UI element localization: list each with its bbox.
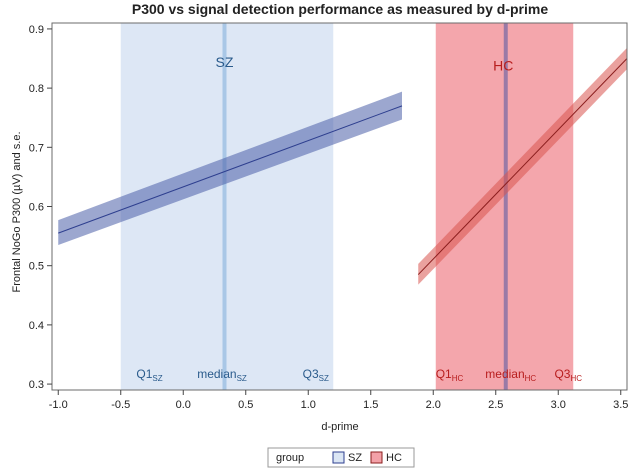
legend-title: group bbox=[276, 452, 304, 464]
y-tick-label: 0.8 bbox=[29, 83, 44, 95]
x-tick-label: 1.5 bbox=[363, 399, 378, 411]
y-tick-label: 0.3 bbox=[29, 379, 44, 391]
y-tick-label: 0.5 bbox=[29, 261, 44, 273]
x-tick-label: 0.0 bbox=[176, 399, 191, 411]
y-tick-label: 0.6 bbox=[29, 202, 44, 214]
confidence-band-sz bbox=[58, 91, 402, 245]
x-tick-label: -0.5 bbox=[111, 399, 130, 411]
y-tick-label: 0.9 bbox=[29, 24, 44, 36]
fit-line-sz bbox=[58, 105, 403, 234]
region-label-sz: SZ bbox=[216, 54, 234, 70]
x-tick-label: 3.5 bbox=[613, 399, 628, 411]
legend-swatch-hc bbox=[370, 451, 383, 464]
y-tick-label: 0.7 bbox=[29, 142, 44, 154]
fit-line-hc bbox=[417, 58, 628, 275]
quantile-label-hc-q3: Q3HC bbox=[554, 367, 582, 383]
x-tick-label: 2.5 bbox=[488, 399, 503, 411]
x-axis-label: d-prime bbox=[321, 421, 358, 433]
x-tick-label: 0.5 bbox=[238, 399, 253, 411]
legend-label-sz: SZ bbox=[348, 452, 362, 464]
quantile-label-sz-q3: Q3SZ bbox=[303, 367, 329, 383]
x-tick-label: 2.0 bbox=[426, 399, 441, 411]
legend-label-hc: HC bbox=[386, 452, 402, 464]
y-axis-label: Frontal NoGo P300 (µV) and s.e. bbox=[11, 131, 23, 292]
quantile-label-hc-q1: Q1HC bbox=[436, 367, 464, 383]
x-tick-label: -1.0 bbox=[49, 399, 68, 411]
legend: group SZ HC bbox=[267, 447, 415, 468]
chart-title: P300 vs signal detection performance as … bbox=[132, 1, 548, 17]
quantile-label-sz-q1: Q1SZ bbox=[136, 367, 162, 383]
y-tick-label: 0.4 bbox=[29, 320, 44, 332]
x-tick-label: 1.0 bbox=[301, 399, 316, 411]
x-tick-label: 3.0 bbox=[551, 399, 566, 411]
region-label-hc: HC bbox=[493, 57, 513, 73]
quantile-label-hc-median: medianHC bbox=[485, 367, 536, 383]
legend-swatch-sz bbox=[332, 451, 345, 464]
quantile-label-sz-median: medianSZ bbox=[197, 367, 247, 383]
